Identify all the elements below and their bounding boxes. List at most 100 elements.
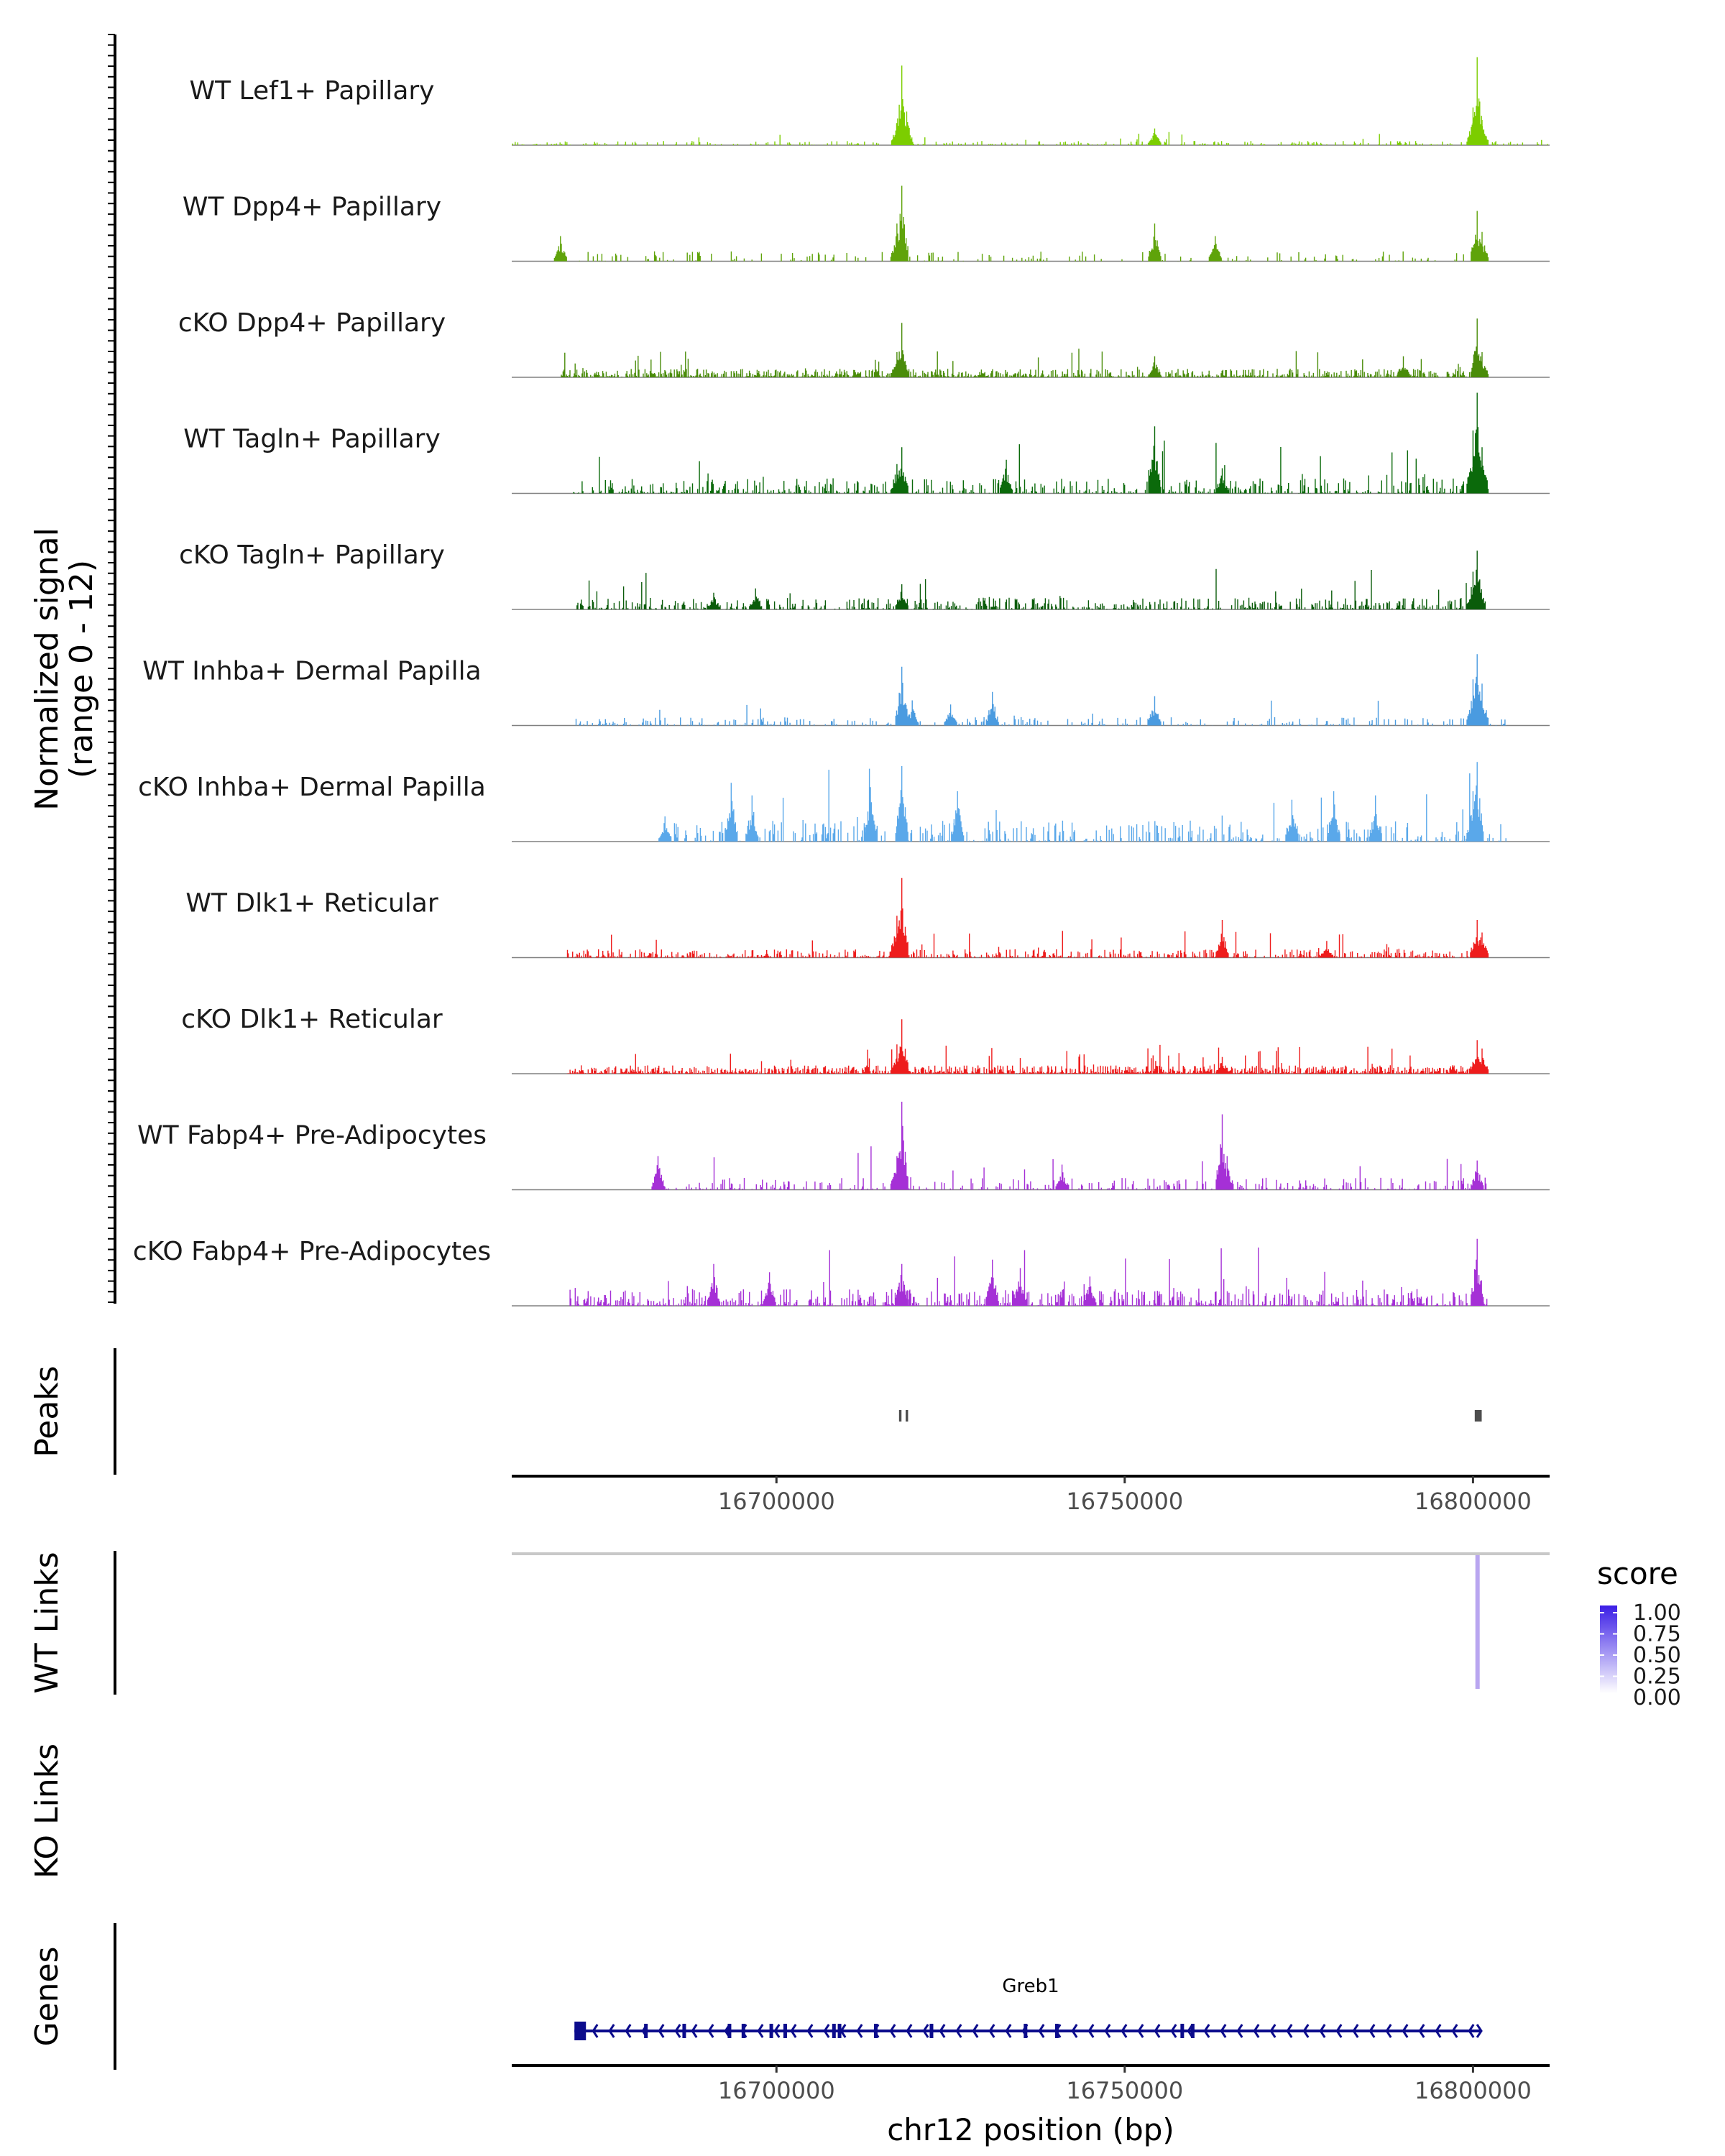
coverage-signal (576, 550, 1486, 609)
coordinate-tick-label: 16800000 (1414, 2077, 1532, 2104)
gene-exon (929, 2024, 934, 2038)
gene-strand-arrow (674, 2024, 681, 2038)
coordinate-tick-label: 16700000 (718, 2077, 835, 2104)
gene-exon (769, 2024, 773, 2038)
gene-exon (783, 2024, 787, 2038)
gene-strand-arrow (1435, 2024, 1442, 2038)
coverage-track: cKO Tagln+ Papillary (179, 540, 1550, 610)
track-label: WT Fabp4+ Pre-Adipocytes (137, 1121, 487, 1151)
peak-region (906, 1410, 908, 1422)
coverage-signal (553, 185, 1489, 262)
coverage-signal (569, 1238, 1488, 1306)
legend-title: score (1597, 1556, 1678, 1591)
gene-strand-arrow (955, 2024, 962, 2038)
gene-strand-arrow (1253, 2024, 1260, 2038)
wt-links-track (512, 1552, 1550, 1689)
gene-exon (682, 2024, 686, 2038)
coverage-axis-subtitle: (range 0 - 12) (63, 560, 100, 778)
coverage-signal (658, 762, 1506, 842)
coverage-tracks: WT Lef1+ Papillary WT Dpp4+ Papillary cKO … (133, 57, 1550, 1307)
peak-region (898, 1410, 902, 1422)
score-legend: score 1.000.750.500.250.00 (1597, 1556, 1681, 1710)
gene-strand-arrow (707, 2024, 714, 2038)
gene-strand-arrow (1121, 2024, 1128, 2038)
gene-strand-arrow (773, 2024, 781, 2038)
gene-exon (832, 2024, 836, 2038)
gene-strand-arrow (988, 2024, 995, 2038)
coverage-track: cKO Fabp4+ Pre-Adipocytes (133, 1237, 1550, 1307)
track-label: WT Dpp4+ Papillary (183, 193, 441, 222)
coverage-track: WT Inhba+ Dermal Papilla (142, 654, 1550, 727)
legend-label: 0.25 (1633, 1664, 1681, 1690)
gene-strand-arrow (625, 2024, 632, 2038)
legend-label: 1.00 (1633, 1600, 1681, 1626)
coordinate-tick-label: 16700000 (718, 1488, 835, 1515)
gene-strand-arrow (1038, 2024, 1045, 2038)
gene-strand-arrow (1402, 2024, 1409, 2038)
gene-strand-arrow (922, 2024, 929, 2038)
coordinate-tick-label: 16750000 (1066, 1488, 1183, 1515)
gene-strand-arrow (1137, 2024, 1144, 2038)
gene-strand-arrow (1352, 2024, 1359, 2038)
track-label: cKO Fabp4+ Pre-Adipocytes (133, 1237, 491, 1266)
gene-strand-arrow (1302, 2024, 1310, 2038)
gene-strand-arrow (906, 2024, 913, 2038)
gene-strand-arrow (740, 2024, 748, 2038)
gene-strand-arrow (1170, 2024, 1177, 2038)
legend-label: 0.50 (1633, 1643, 1681, 1668)
coordinate-tick-label: 16750000 (1066, 2077, 1183, 2104)
gene-strand-arrow (1368, 2024, 1376, 2038)
gene-strand-arrow (592, 2024, 599, 2038)
track-label: cKO Dpp4+ Papillary (178, 308, 446, 338)
gene-strand-arrow (608, 2024, 615, 2038)
gene-strand-arrow (840, 2024, 847, 2038)
gene-strand-arrow (1385, 2024, 1392, 2038)
gene-strand-arrow (1005, 2024, 1012, 2038)
legend-label: 0.00 (1633, 1685, 1681, 1710)
gene-exon (1180, 2024, 1184, 2038)
gene-exon (873, 2024, 878, 2038)
legend-label: 0.75 (1633, 1622, 1681, 1647)
gene-exon (1024, 2024, 1028, 2038)
coverage-track: WT Dpp4+ Papillary (183, 185, 1550, 262)
gene-strand-arrow (1286, 2024, 1293, 2038)
gene-strand-arrow (691, 2024, 698, 2038)
peaks-axis-title: Peaks (29, 1365, 65, 1457)
track-label: WT Inhba+ Dermal Papilla (142, 657, 481, 686)
gene-strand-arrow (641, 2024, 648, 2038)
gene-strand-arrow (1071, 2024, 1078, 2038)
coverage-signal (566, 1019, 1489, 1074)
gene-strand-arrow (1203, 2024, 1210, 2038)
coverage-signal (651, 1102, 1487, 1190)
gene-strand-arrow (1335, 2024, 1343, 2038)
coverage-track: WT Dlk1+ Reticular (185, 877, 1550, 959)
peaks-track (898, 1410, 1482, 1422)
gene-strand-arrow (889, 2024, 896, 2038)
gene-strand-arrow (939, 2024, 946, 2038)
gene-strand-arrow (1418, 2024, 1425, 2038)
gene-strand-arrow (823, 2024, 830, 2038)
coverage-axis-title: Normalized signal (29, 528, 65, 811)
coverage-track: WT Tagln+ Papillary (183, 392, 1550, 494)
coverage-signal (575, 654, 1506, 726)
coverage-signal (512, 57, 1548, 145)
gene-strand-arrow (806, 2024, 814, 2038)
coverage-signal (566, 877, 1489, 958)
gene-strand-arrow (1319, 2024, 1326, 2038)
gene-strand-arrow (1220, 2024, 1227, 2038)
gene-strand-arrow (1154, 2024, 1161, 2038)
gene-exon (644, 2024, 648, 2038)
coverage-track: WT Lef1+ Papillary (190, 57, 1550, 146)
track-label: cKO Tagln+ Papillary (179, 540, 445, 570)
coverage-track: cKO Inhba+ Dermal Papilla (138, 762, 1550, 842)
wt-links-axis-title: WT Links (29, 1552, 65, 1693)
ko-links-axis-title: KO Links (29, 1743, 65, 1879)
gene-exon (741, 2024, 745, 2038)
gene-strand-arrow (1187, 2024, 1194, 2038)
gene-strand-arrow (724, 2024, 731, 2038)
gene-strand-arrow (1269, 2024, 1276, 2038)
gene-strand-arrow (1451, 2024, 1458, 2038)
x-axis-label: chr12 position (bp) (887, 2112, 1174, 2147)
peak-region (1474, 1410, 1482, 1422)
